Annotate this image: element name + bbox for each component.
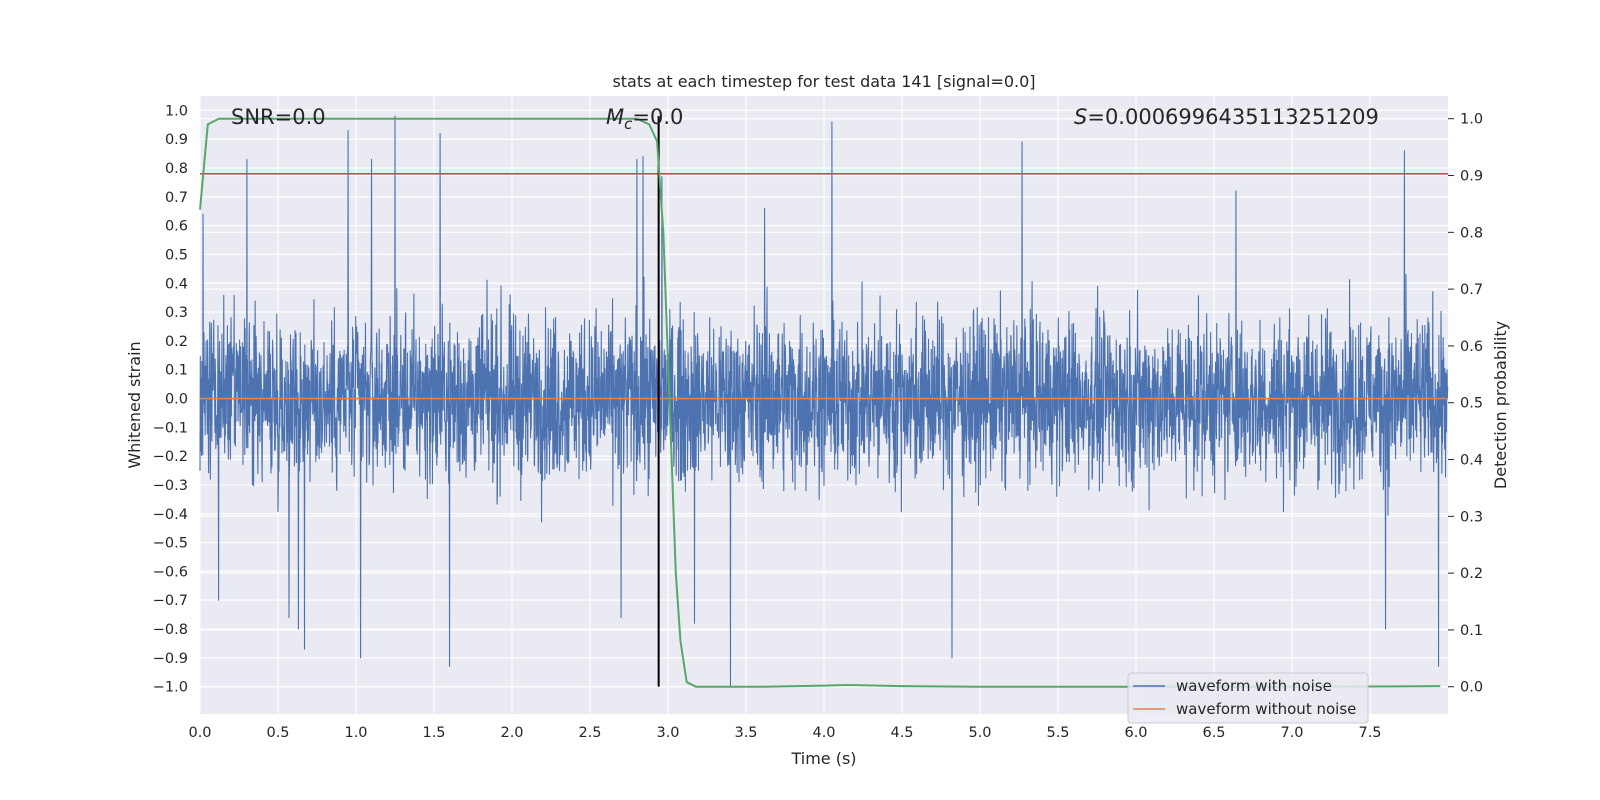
annotation-mc-symbol: M: [606, 105, 624, 129]
y2-tick-label: 0.1: [1460, 623, 1483, 639]
y-tick-label: −0.1: [153, 420, 188, 436]
axis-ticks: 0.0 0.5 1.0 1.5 2.0 2.5 3.0 3.5 4.0 4.5 5.0 5.5 6.0 6…: [153, 103, 1483, 741]
y-tick-label: 0.9: [165, 132, 188, 148]
x-tick-label: 5.0: [968, 725, 991, 741]
y-tick-label: −0.7: [153, 593, 188, 609]
y-tick-label: 0.6: [165, 219, 188, 235]
annotation-snr: SNR=0.0: [231, 105, 326, 129]
y-tick-label: 0.4: [165, 276, 188, 292]
y2-axis-label: Detection probability: [1491, 321, 1510, 489]
annotation-s-symbol: S: [1074, 105, 1087, 129]
y2-tick-label: 0.2: [1460, 566, 1483, 582]
y2-tick-label: 0.5: [1460, 396, 1483, 412]
y-tick-label: 0.0: [165, 392, 188, 408]
x-tick-label: 0.0: [188, 725, 211, 741]
legend: waveform with noise waveform without noi…: [1127, 672, 1369, 724]
y2-tick-label: 0.3: [1460, 509, 1483, 525]
detection-probability-line: [199, 117, 1441, 688]
y-tick-label: 0.3: [165, 305, 188, 321]
y-tick-label: −0.2: [153, 449, 188, 465]
annotation-mc-sub: c: [624, 115, 633, 133]
y-tick-label: 0.2: [165, 334, 188, 350]
x-tick-label: 2.5: [578, 725, 601, 741]
series-lines: [199, 116, 1448, 688]
y-axis-label: Whitened strain: [125, 341, 144, 468]
y-tick-label: −0.4: [153, 507, 188, 523]
x-tick-label: 1.5: [422, 725, 445, 741]
legend-entry-noise: waveform with noise: [1176, 677, 1332, 695]
y2-tick-label: 0.9: [1460, 169, 1483, 185]
y-tick-label: 0.5: [165, 247, 188, 263]
y-tick-label: 0.1: [165, 363, 188, 379]
y2-tick-label: 0.6: [1460, 339, 1483, 355]
annotation-s-value: =0.0006996435113251209: [1087, 105, 1379, 129]
y2-tick-label: 0.4: [1460, 453, 1483, 469]
annotation-s: S=0.0006996435113251209: [1074, 105, 1379, 129]
x-tick-label: 3.5: [734, 725, 757, 741]
x-tick-label: 0.5: [266, 725, 289, 741]
chart-title: stats at each timestep for test data 141…: [612, 72, 1035, 91]
y2-tick-label: 0.7: [1460, 282, 1483, 298]
legend-entry-clean: waveform without noise: [1176, 700, 1356, 718]
y-tick-label: −0.8: [153, 622, 188, 638]
y-tick-label: −0.5: [153, 536, 188, 552]
x-tick-label: 6.5: [1202, 725, 1225, 741]
x-tick-label: 6.0: [1124, 725, 1147, 741]
legend-box: [1127, 672, 1369, 724]
x-tick-label: 3.0: [656, 725, 679, 741]
annotation-mc-value: =0.0: [632, 105, 683, 129]
x-tick-label: 5.5: [1046, 725, 1069, 741]
y-tick-label: −1.0: [153, 680, 188, 696]
x-tick-label: 7.5: [1358, 725, 1381, 741]
x-axis-label: Time (s): [790, 749, 856, 768]
y-tick-label: 0.7: [165, 190, 188, 206]
y-tick-label: −0.3: [153, 478, 188, 494]
y2-tick-label: 1.0: [1460, 112, 1483, 128]
y-tick-label: 0.8: [165, 161, 188, 177]
x-tick-label: 7.0: [1280, 725, 1303, 741]
y2-tick-label: 0.8: [1460, 225, 1483, 241]
x-tick-label: 2.0: [500, 725, 523, 741]
x-tick-label: 1.0: [344, 725, 367, 741]
y-tick-label: −0.6: [153, 564, 188, 580]
y-tick-label: −0.9: [153, 651, 188, 667]
y-tick-label: 1.0: [165, 103, 188, 119]
x-tick-label: 4.5: [890, 725, 913, 741]
x-tick-label: 4.0: [812, 725, 835, 741]
y2-tick-label: 0.0: [1460, 680, 1483, 696]
annotation-mc: Mc=0.0: [606, 105, 683, 133]
